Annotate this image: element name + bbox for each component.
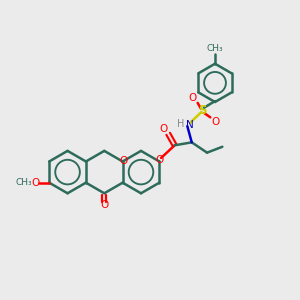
Text: O: O [188,93,196,103]
Text: O: O [100,200,108,210]
Text: S: S [198,104,207,117]
Text: CH₃: CH₃ [15,178,32,187]
Text: O: O [211,117,219,127]
Text: O: O [159,124,168,134]
Text: N: N [185,120,193,130]
Text: O: O [155,155,164,165]
Text: CH₃: CH₃ [207,44,223,53]
Text: O: O [31,178,40,188]
Text: O: O [120,157,128,166]
Text: H: H [177,119,184,129]
